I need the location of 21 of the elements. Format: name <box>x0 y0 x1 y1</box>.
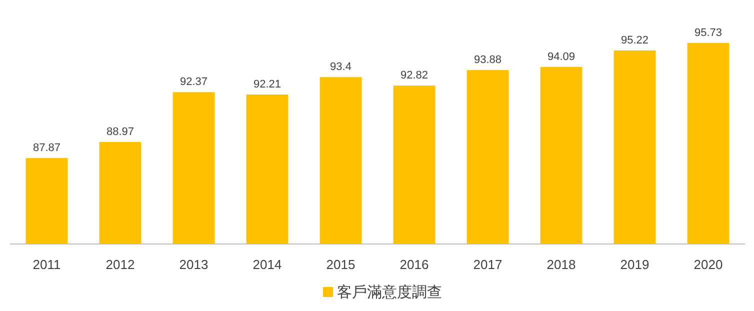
data-label: 95.22 <box>620 34 649 46</box>
x-tick-label: 2018 <box>546 257 576 272</box>
data-label: 93.4 <box>330 61 352 74</box>
data-label: 87.87 <box>32 142 61 154</box>
x-tick-label: 2020 <box>694 257 723 272</box>
data-label: 88.97 <box>106 126 134 138</box>
x-tick-label: 2013 <box>179 257 208 272</box>
x-tick-label: 2016 <box>400 257 429 272</box>
x-tick-label: 2017 <box>473 257 502 272</box>
data-label: 94.09 <box>547 51 576 64</box>
x-tick-label: 2015 <box>326 257 356 272</box>
x-tick-label: 2011 <box>32 257 61 272</box>
data-label: 92.37 <box>180 76 208 88</box>
x-tick-label: 2012 <box>106 257 135 272</box>
x-tick-label: 2014 <box>252 257 282 272</box>
data-label: 95.73 <box>694 27 722 39</box>
legend-label: 客戶滿意度調查 <box>337 284 442 301</box>
data-label: 92.82 <box>400 70 428 82</box>
data-label: 92.21 <box>253 78 282 91</box>
data-label: 93.88 <box>474 54 502 66</box>
x-tick-label: 2019 <box>620 257 650 272</box>
